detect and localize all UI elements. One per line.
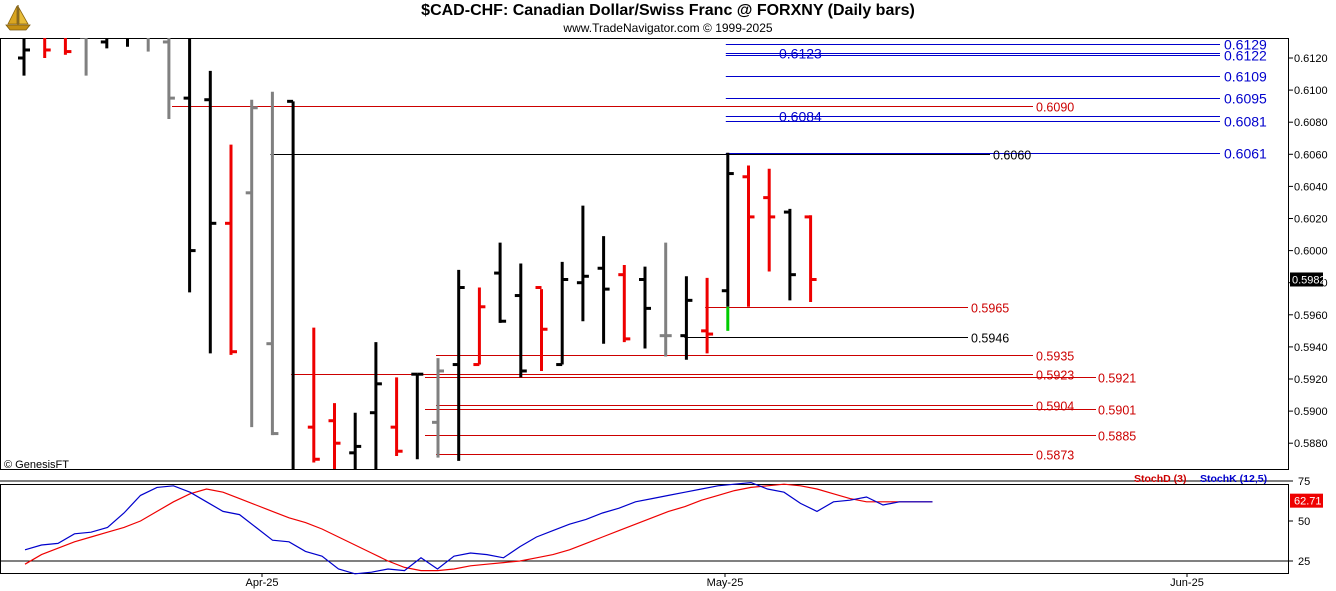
- ohlc-bar: [680, 276, 693, 360]
- chart-header: $CAD-CHF: Canadian Dollar/Swiss Franc @ …: [0, 0, 1336, 38]
- ohlc-bar: [473, 287, 486, 367]
- level-label: 0.5885: [1098, 430, 1136, 444]
- level-label: 0.6109: [1224, 69, 1267, 85]
- y-tick-label: 0.6080: [1294, 117, 1328, 129]
- ohlc-bar: [43, 38, 51, 58]
- ohlc-bar: [639, 266, 651, 349]
- level-label: 0.6081: [1224, 114, 1267, 130]
- ohlc-bar: [287, 99, 295, 469]
- y-tick-label: 0.5960: [1294, 310, 1328, 322]
- ohlc-bar: [804, 215, 817, 302]
- osc-last-value-box: [1290, 493, 1323, 508]
- last-price-label: 0.5982: [1292, 274, 1326, 286]
- level-label: 0.5873: [1036, 449, 1074, 463]
- ohlc-bar: [411, 372, 424, 460]
- ohlc-bar: [307, 327, 320, 463]
- level-label: 0.5904: [1036, 400, 1074, 414]
- ohlc-bar: [328, 403, 341, 469]
- ohlc-bar: [126, 38, 129, 47]
- level-label: 0.6090: [1036, 101, 1074, 115]
- y-tick-label: 0.6060: [1294, 149, 1328, 161]
- osc-y-tick-label: 75: [1298, 476, 1310, 488]
- ohlc-bar: [494, 242, 507, 323]
- y-tick-label: 0.6120: [1294, 53, 1328, 65]
- price-panel-frame: [0, 38, 1289, 470]
- level-label: 0.6123: [779, 46, 822, 62]
- y-tick-label: 0.5900: [1294, 406, 1328, 418]
- ohlc-bar: [183, 38, 196, 293]
- y-tick-label: 0.6040: [1294, 181, 1328, 193]
- ohlc-bar: [369, 342, 382, 469]
- level-label: 0.5935: [1036, 350, 1074, 364]
- level-label: 0.6061: [1224, 146, 1267, 162]
- sailing-ship-icon: [4, 3, 32, 33]
- level-label: 0.6129: [1224, 37, 1267, 53]
- ohlc-bar: [349, 412, 362, 469]
- osc-y-tick-label: 25: [1298, 556, 1310, 568]
- chart-subtitle: www.TradeNavigator.com © 1999-2025: [563, 21, 773, 35]
- y-tick-label: 0.6000: [1294, 246, 1328, 258]
- ohlc-bar: [266, 91, 279, 436]
- ohlc-bar: [63, 38, 72, 55]
- ohlc-bar: [535, 286, 548, 371]
- ohlc-bar: [162, 38, 175, 119]
- ohlc-bar: [100, 38, 109, 49]
- y-tick-label: 0.6020: [1294, 214, 1328, 226]
- y-tick-label: 0.5920: [1294, 374, 1328, 386]
- ohlc-bar: [390, 377, 403, 457]
- level-label: 0.6084: [779, 109, 822, 125]
- last-price-box: [1290, 272, 1323, 287]
- ohlc-bar: [783, 208, 796, 301]
- ohlc-bar: [18, 38, 30, 76]
- stochd-line: [24, 483, 933, 572]
- y-tick-label: 0.5880: [1294, 438, 1328, 450]
- ohlc-bar: [701, 277, 714, 354]
- level-label: 0.5921: [1098, 372, 1136, 386]
- ohlc-bar: [245, 99, 258, 428]
- osc-y-tick-label: 50: [1298, 516, 1310, 528]
- level-label: 0.5946: [971, 332, 1009, 346]
- y-tick-label: 0.6100: [1294, 85, 1328, 97]
- level-label: 0.5901: [1098, 404, 1136, 418]
- legend-stochd: StochD (3): [1134, 473, 1187, 485]
- level-label: 0.6060: [993, 149, 1031, 163]
- stochk-line: [24, 481, 933, 575]
- ohlc-bar: [763, 168, 776, 272]
- level-label: 0.6122: [1224, 48, 1267, 64]
- ohlc-bar: [576, 205, 589, 322]
- ohlc-bar: [204, 70, 217, 354]
- level-label: 0.5923: [1036, 369, 1074, 383]
- level-label: 0.5965: [971, 302, 1009, 316]
- chart-title: $CAD-CHF: Canadian Dollar/Swiss Franc @ …: [421, 2, 915, 19]
- ohlc-bar: [597, 236, 610, 344]
- ohlc-bar: [618, 265, 631, 343]
- y-tick-label: 0.5940: [1294, 342, 1328, 354]
- ohlc-bar: [432, 358, 444, 458]
- ohlc-bar: [452, 269, 465, 461]
- ohlc-bar: [721, 152, 734, 307]
- x-tick-label: Apr-25: [245, 577, 278, 589]
- level-label: 0.6095: [1224, 91, 1267, 107]
- osc-last-value-label: 62.71: [1294, 496, 1322, 508]
- ohlc-bar: [146, 38, 150, 52]
- oscillator-panel-frame: [0, 484, 1289, 574]
- copyright-label: © GenesisFT: [4, 459, 69, 471]
- ohlc-bar: [514, 263, 527, 378]
- legend-stochk: StochK (12,5): [1200, 473, 1267, 485]
- ohlc-bar: [742, 165, 755, 307]
- x-tick-label: May-25: [707, 577, 744, 589]
- x-tick-label: Jun-25: [1170, 577, 1204, 589]
- ohlc-bar: [80, 38, 88, 76]
- ohlc-bar: [225, 144, 237, 355]
- ohlc-bar: [556, 261, 569, 367]
- ohlc-bar: [659, 242, 672, 357]
